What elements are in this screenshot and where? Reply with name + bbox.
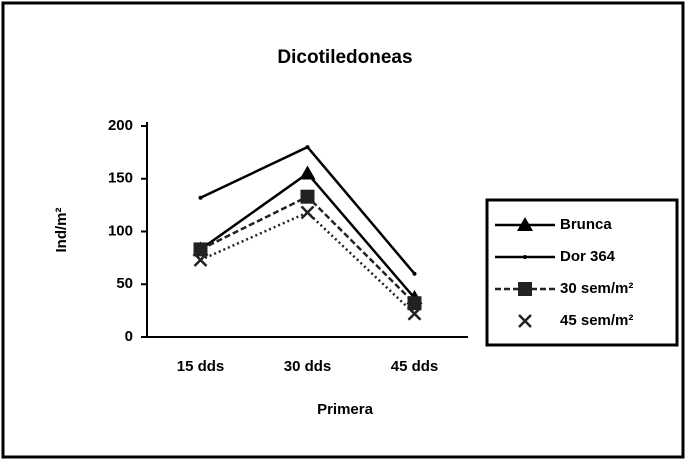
marker [193, 253, 208, 267]
series-line [199, 211, 416, 315]
y-axis-label: Ind/m² [53, 208, 70, 253]
marker [523, 255, 527, 259]
marker [412, 271, 417, 276]
marker [300, 205, 315, 220]
legend-label: 30 sem/m² [560, 280, 633, 297]
marker [407, 296, 422, 311]
y-tick-label: 150 [108, 170, 133, 187]
marker [299, 165, 316, 180]
marker [198, 195, 203, 200]
marker [305, 145, 310, 150]
legend-label: Dor 364 [560, 248, 616, 265]
marker [517, 217, 533, 231]
y-tick-label: 0 [125, 328, 133, 345]
y-tick-label: 50 [116, 275, 133, 292]
marker [518, 282, 532, 296]
x-axis-label: Primera [317, 401, 374, 418]
y-tick-label: 200 [108, 117, 133, 134]
y-tick-label: 100 [108, 222, 133, 239]
x-tick-label: 30 dds [284, 358, 332, 375]
marker [300, 189, 315, 204]
marker [407, 306, 422, 321]
legend-label: 45 sem/m² [560, 312, 633, 329]
marker [193, 242, 208, 257]
marker [518, 314, 532, 328]
x-tick-label: 15 dds [177, 358, 225, 375]
x-tick-label: 45 dds [391, 358, 439, 375]
chart-title: Dicotiledoneas [277, 47, 412, 68]
legend-label: Brunca [560, 216, 612, 233]
